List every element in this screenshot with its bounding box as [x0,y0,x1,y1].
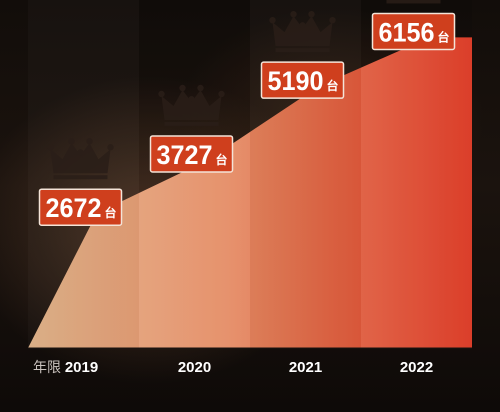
value-badge-2022: 6156 台 [371,12,456,51]
value-label: 3727 [157,140,213,170]
x-tick-label-2020: 2020 [178,359,211,376]
value-badge-box [38,188,123,226]
value-unit-label: 台 [438,29,450,44]
x-tick-label-2022: 2022 [400,359,433,376]
value-label: 6156 [379,17,435,47]
value-badge-box [260,61,345,99]
value-badge-2019: 2672 台 [38,188,123,226]
x-tick-label-2021: 2021 [289,359,322,376]
value-unit-label: 台 [216,152,228,167]
area-band-2022 [361,37,472,348]
value-badge-2021: 5190 台 [260,61,345,99]
x-axis-unit-label: 年限 [33,360,61,376]
value-label: 2672 [46,193,102,223]
x-axis-tick-labels: 2019 2020 2021 2022 [65,359,433,376]
area-series [28,37,472,349]
x-tick-label-2019: 2019 [65,359,98,376]
value-unit-label: 台 [105,205,117,220]
value-badge-box [149,135,234,173]
value-unit-label: 台 [327,78,339,93]
value-label: 5190 [268,66,324,96]
value-badge-2020: 3727 台 [149,135,234,173]
value-badge-box [371,12,456,51]
crown-icon [380,0,447,4]
